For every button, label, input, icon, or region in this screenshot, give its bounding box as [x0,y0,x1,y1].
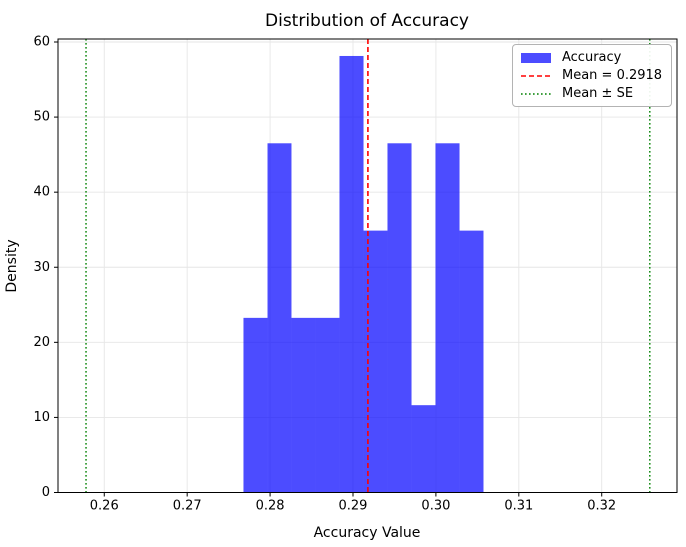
histogram-bar [291,317,316,493]
histogram-bar [339,55,364,493]
x-axis-label: Accuracy Value [314,525,421,541]
y-tick-label: 30 [33,260,50,275]
tick-marks-and-labels: 0.26 0.27 0.28 0.29 0.30 0.31 0.32 0 10 20 30 40 50 6… [33,35,616,514]
legend-swatch-mean [521,74,551,77]
histogram-bar [243,317,268,493]
legend-swatch-accuracy [521,52,551,63]
x-tick-label: 0.27 [173,498,202,513]
legend-entry-mean: Mean = 0.2918 [520,68,662,83]
histogram-bar [267,143,292,493]
x-tick-label: 0.31 [504,498,533,513]
histogram-bar [459,230,484,493]
legend-entry-accuracy: Accuracy [520,50,662,65]
legend-label-accuracy: Accuracy [562,50,622,65]
histogram-bar [363,230,388,493]
legend-label-mean: Mean = 0.2918 [562,68,663,83]
histogram-bar [315,317,340,493]
x-tick-label: 0.26 [90,498,119,513]
y-tick-label: 20 [33,335,50,350]
y-tick-label: 0 [42,485,50,500]
x-tick-label: 0.32 [587,498,616,513]
y-tick-label: 40 [33,185,50,200]
x-tick-label: 0.28 [256,498,285,513]
legend-label-se: Mean ± SE [562,86,634,101]
legend-swatch-se [521,92,551,95]
stat-lines [85,39,651,493]
axes-spines [57,38,678,493]
plot-border [57,38,678,493]
y-tick-label: 10 [33,410,50,425]
y-axis-label: Density [4,239,20,292]
y-tick-label: 60 [33,35,50,50]
accuracy-patch-swatch [521,52,551,63]
x-tick-label: 0.29 [339,498,368,513]
histogram-bars [243,55,484,493]
legend: Accuracy Mean = 0.2918 Mean ± SE [512,44,673,107]
x-tick-label: 0.30 [421,498,450,513]
legend-entry-se: Mean ± SE [520,86,662,101]
chart-title: Distribution of Accuracy [265,11,469,31]
y-tick-label: 50 [33,110,50,125]
histogram-bar [387,143,412,493]
histogram-bar [411,405,436,493]
histogram-bar [435,143,460,493]
